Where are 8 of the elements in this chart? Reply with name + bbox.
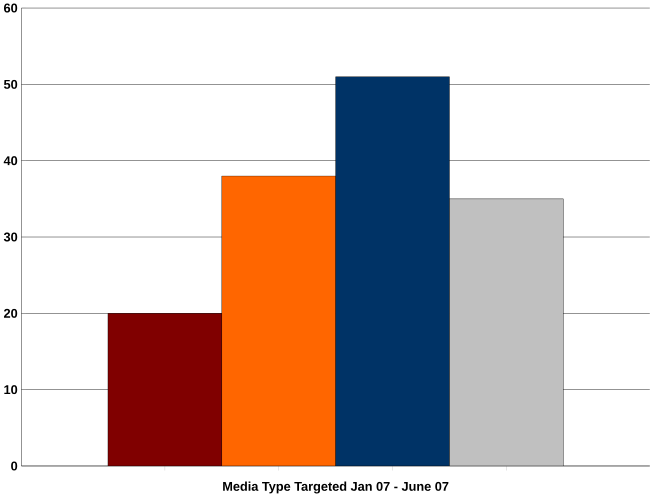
y-tick-label: 30 <box>4 232 18 242</box>
y-tick-label: 50 <box>4 80 18 89</box>
y-tick-label: 0 <box>11 461 18 470</box>
y-tick-label: 20 <box>4 308 18 318</box>
y-tick-label: 10 <box>4 385 18 394</box>
y-tick-label: 40 <box>4 156 18 166</box>
y-tick-label: 60 <box>4 4 18 13</box>
x-axis-title: Media Type Targeted Jan 07 - June 07 <box>223 482 448 494</box>
